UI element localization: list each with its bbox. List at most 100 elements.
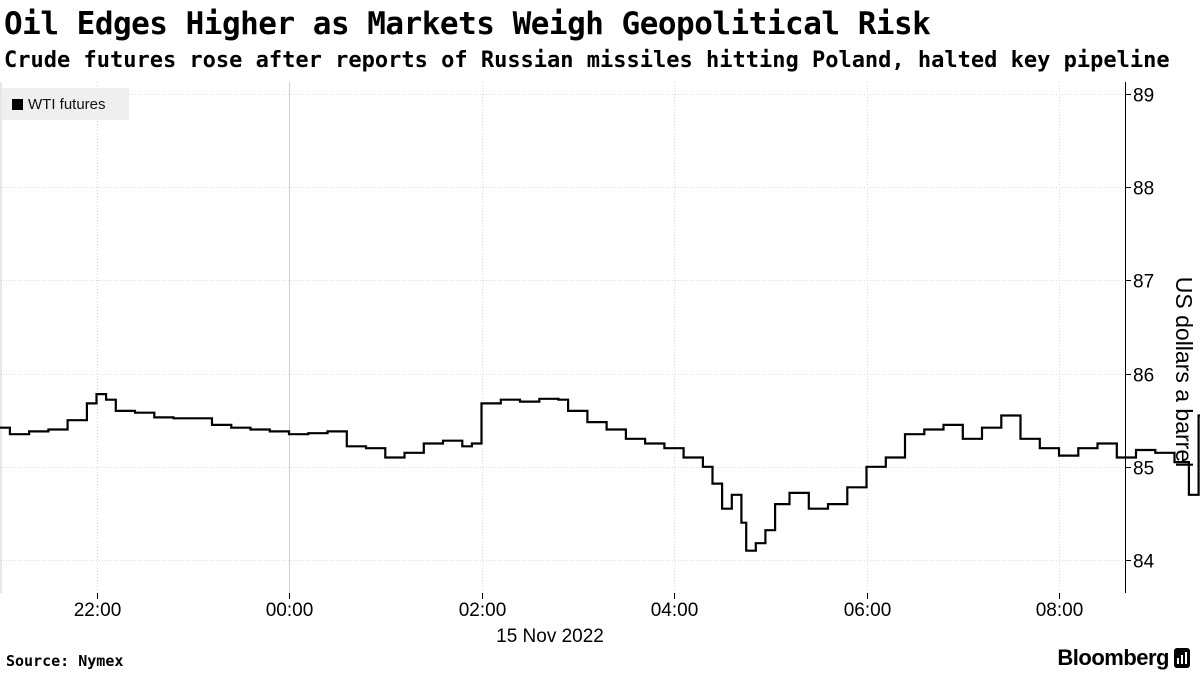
data-point	[211, 424, 213, 426]
data-point	[625, 438, 627, 440]
data-point	[480, 402, 483, 404]
data-point	[1000, 414, 1002, 417]
data-point	[1077, 447, 1079, 449]
data-point	[981, 427, 983, 429]
data-point	[442, 440, 444, 442]
x-tick-label: 00:00	[266, 600, 314, 621]
data-point	[249, 428, 252, 431]
data-point	[764, 529, 767, 531]
y-tick-label: 85	[1133, 459, 1154, 480]
data-point	[745, 550, 747, 552]
data-point	[28, 430, 30, 432]
data-point	[538, 398, 540, 400]
data-point	[326, 430, 329, 432]
brand-name: Bloomberg	[1057, 645, 1169, 670]
data-point	[1039, 447, 1041, 449]
y-axis-label: US dollars a barrel	[1171, 277, 1197, 467]
data-point	[731, 494, 733, 496]
data-point	[586, 421, 589, 423]
y-tick-label: 89	[1133, 86, 1154, 107]
chart-subtitle: Crude futures rose after reports of Russ…	[4, 48, 1170, 73]
data-point	[115, 410, 117, 412]
legend-label-wti-futures: WTI futures	[28, 95, 106, 113]
bar-chart-icon	[1174, 648, 1190, 668]
legend-swatch	[12, 98, 23, 110]
data-point	[500, 399, 502, 401]
data-point	[1096, 442, 1099, 445]
data-point	[230, 427, 232, 429]
y-tick-label: 86	[1133, 366, 1154, 387]
data-point	[47, 428, 50, 431]
x-axis-date-label: 15 Nov 2022	[496, 626, 604, 647]
x-tick-label: 22:00	[74, 600, 122, 621]
data-point	[962, 438, 964, 440]
data-point	[1173, 461, 1176, 463]
chart-legend: WTI futures	[2, 88, 129, 120]
series-layer	[0, 393, 1200, 552]
data-point	[865, 466, 868, 468]
data-point	[755, 542, 757, 544]
x-tick-label: 06:00	[844, 600, 892, 621]
data-point	[1154, 452, 1156, 454]
data-point	[134, 412, 136, 414]
x-tick-label: 08:00	[1036, 600, 1084, 621]
data-point	[288, 433, 290, 435]
data-point	[461, 445, 463, 447]
data-point	[942, 424, 945, 426]
data-point	[1116, 456, 1118, 459]
data-point	[904, 433, 906, 435]
y-tick-label: 87	[1133, 272, 1154, 293]
data-point	[384, 456, 386, 459]
source-note: Source: Nymex	[6, 652, 124, 670]
data-point	[86, 402, 88, 404]
data-point	[788, 492, 791, 494]
data-point	[346, 445, 348, 447]
data-point	[711, 483, 714, 485]
data-point	[1019, 438, 1022, 440]
data-point	[774, 503, 776, 505]
data-point	[827, 503, 829, 505]
data-point	[1058, 455, 1060, 457]
y-tick-label: 88	[1133, 179, 1154, 200]
data-point	[153, 416, 155, 418]
data-point	[519, 401, 521, 403]
data-point	[307, 432, 309, 434]
data-point	[67, 419, 69, 421]
data-point	[269, 430, 271, 432]
data-point	[702, 466, 704, 468]
y-tick-label: 84	[1133, 552, 1155, 573]
data-point	[557, 399, 560, 401]
data-point	[740, 522, 743, 524]
data-point	[1135, 449, 1137, 451]
series-line-wti-futures	[0, 393, 1200, 552]
data-point	[923, 428, 925, 431]
x-axis: 20:0022:0000:0002:0004:0006:0008:0010:00…	[74, 593, 1084, 621]
data-point	[403, 452, 406, 454]
data-point	[9, 433, 11, 435]
data-point	[1198, 414, 1200, 417]
data-point	[808, 508, 810, 510]
data-point	[471, 442, 473, 445]
x-tick-label: 04:00	[651, 600, 699, 621]
data-point	[192, 417, 194, 419]
data-point	[105, 399, 107, 401]
x-tick-label: 02:00	[459, 600, 507, 621]
y-axis: 84 85 86 87 88 89	[1125, 82, 1155, 593]
data-point	[423, 442, 425, 445]
data-point	[365, 447, 367, 449]
data-point	[567, 410, 569, 412]
grid-lines	[0, 82, 1125, 593]
chart-title: Oil Edges Higher as Markets Weigh Geopol…	[4, 6, 931, 42]
data-point	[95, 393, 98, 395]
bloomberg-logo: Bloomberg	[1057, 645, 1190, 671]
data-point	[663, 447, 666, 449]
data-point	[846, 486, 848, 488]
data-point	[1188, 494, 1190, 496]
data-point	[721, 508, 723, 510]
data-point	[172, 417, 175, 419]
data-point	[683, 456, 685, 459]
data-point	[885, 456, 887, 459]
data-point	[644, 442, 646, 445]
data-point	[606, 428, 608, 431]
